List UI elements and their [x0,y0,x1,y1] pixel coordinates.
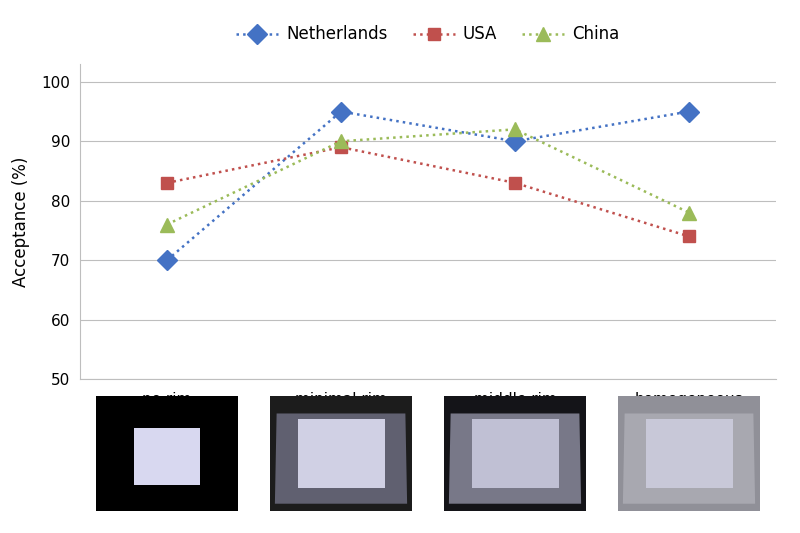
FancyBboxPatch shape [444,397,586,511]
FancyBboxPatch shape [270,397,412,511]
Legend: Netherlands, USA, China: Netherlands, USA, China [230,19,626,50]
FancyBboxPatch shape [134,428,200,485]
Polygon shape [449,414,581,504]
Polygon shape [623,414,755,504]
FancyBboxPatch shape [96,397,238,511]
Y-axis label: Acceptance (%): Acceptance (%) [12,156,30,287]
FancyBboxPatch shape [646,419,733,488]
FancyBboxPatch shape [471,419,558,488]
FancyBboxPatch shape [618,397,760,511]
FancyBboxPatch shape [298,419,385,488]
Polygon shape [275,414,407,504]
